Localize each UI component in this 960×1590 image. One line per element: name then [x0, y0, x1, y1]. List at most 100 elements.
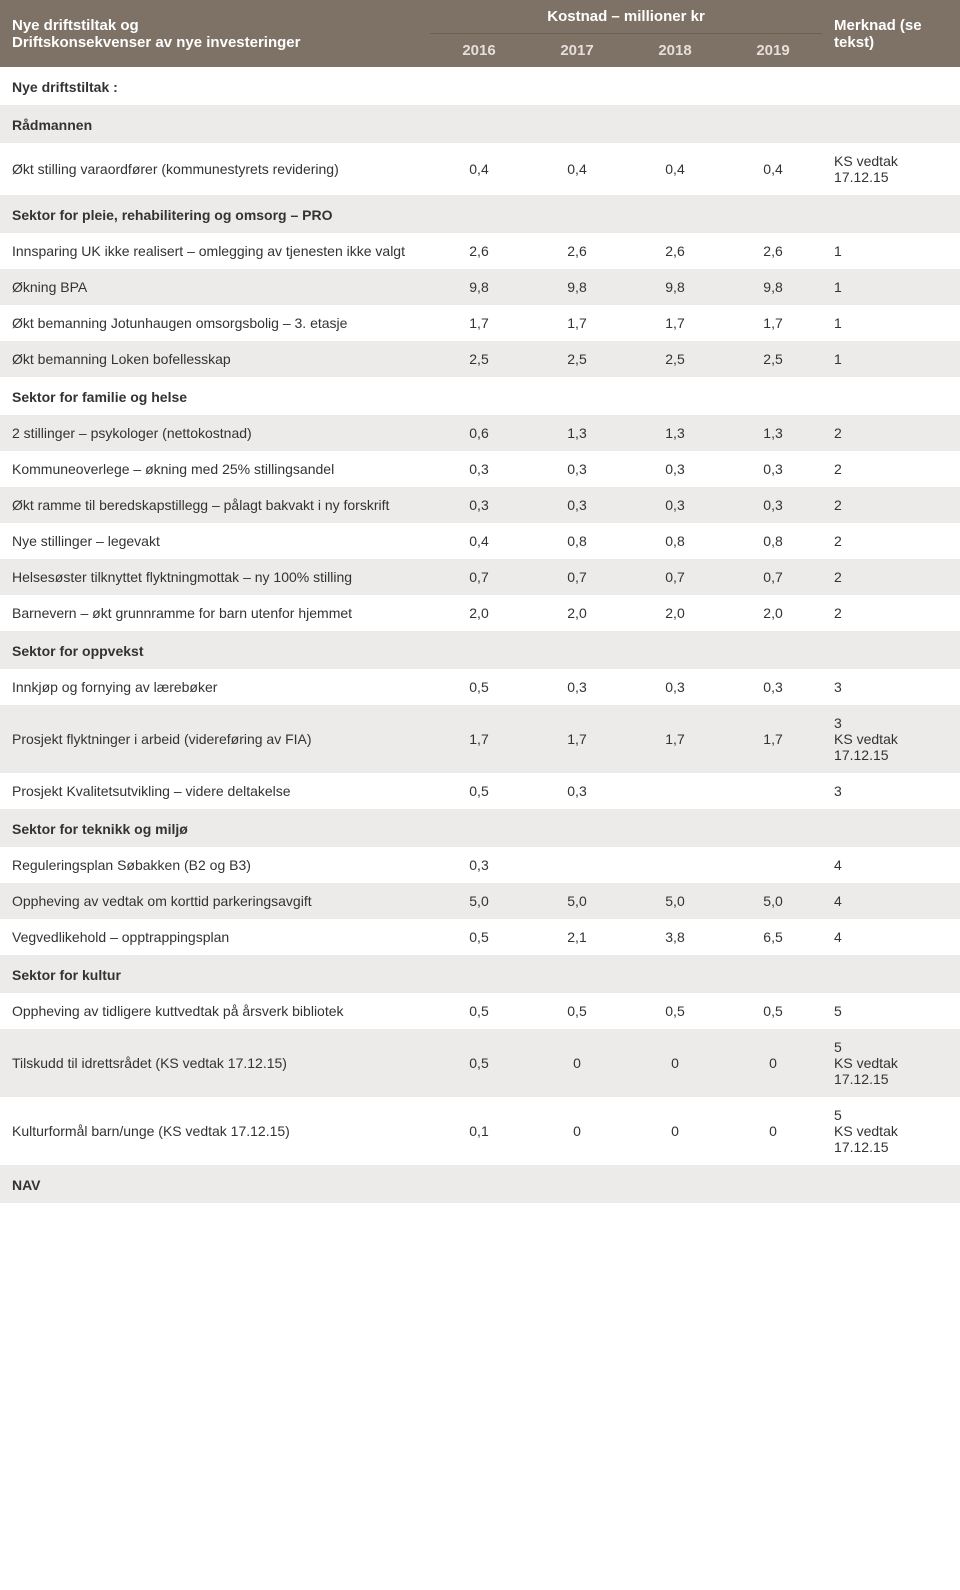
row-note: 2 [822, 523, 960, 559]
row-value: 1,7 [724, 705, 822, 773]
row-note: 3KS vedtak 17.12.15 [822, 705, 960, 773]
row-value: 0,5 [430, 1029, 528, 1097]
row-value: 0 [528, 1029, 626, 1097]
row-value [528, 847, 626, 883]
row-note: 4 [822, 919, 960, 955]
row-value: 0,4 [528, 143, 626, 195]
row-label: Økt bemanning Jotunhaugen omsorgsbolig –… [0, 305, 430, 341]
row-value: 0,3 [528, 669, 626, 705]
budget-table: Nye driftstiltak og Driftskonsekvenser a… [0, 0, 960, 1203]
row-value: 0,5 [430, 993, 528, 1029]
table-row: Nye stillinger – legevakt0,40,80,80,82 [0, 523, 960, 559]
row-label: Økning BPA [0, 269, 430, 305]
row-label: Tilskudd til idrettsrådet (KS vedtak 17.… [0, 1029, 430, 1097]
table-row: 2 stillinger – psykologer (nettokostnad)… [0, 415, 960, 451]
row-value: 0 [626, 1029, 724, 1097]
section-row: Nye driftstiltak : [0, 67, 960, 105]
row-value: 0,5 [430, 669, 528, 705]
row-note: 5KS vedtak 17.12.15 [822, 1029, 960, 1097]
row-note: 3 [822, 773, 960, 809]
header-title: Nye driftstiltak og Driftskonsekvenser a… [0, 0, 430, 67]
row-value: 0,7 [724, 559, 822, 595]
table-row: Økt bemanning Loken bofellesskap2,52,52,… [0, 341, 960, 377]
header-year-2018: 2018 [626, 34, 724, 68]
row-label: Vegvedlikehold – opptrappingsplan [0, 919, 430, 955]
row-label: Kommuneoverlege – økning med 25% stillin… [0, 451, 430, 487]
row-value: 5,0 [528, 883, 626, 919]
row-value: 0,3 [626, 487, 724, 523]
row-value: 9,8 [626, 269, 724, 305]
row-value: 0,5 [528, 993, 626, 1029]
table-row: Kulturformål barn/unge (KS vedtak 17.12.… [0, 1097, 960, 1165]
row-label: Innsparing UK ikke realisert – omlegging… [0, 233, 430, 269]
table-row: Økt stilling varaordfører (kommunestyret… [0, 143, 960, 195]
row-note: 1 [822, 269, 960, 305]
row-value: 0,4 [724, 143, 822, 195]
row-value: 0 [724, 1097, 822, 1165]
row-value [626, 773, 724, 809]
row-value: 0,3 [626, 451, 724, 487]
table-row: Innsparing UK ikke realisert – omlegging… [0, 233, 960, 269]
row-note: 1 [822, 341, 960, 377]
row-value: 9,8 [430, 269, 528, 305]
row-value: 0,7 [430, 559, 528, 595]
row-value: 1,3 [724, 415, 822, 451]
row-value: 2,0 [430, 595, 528, 631]
table-row: Kommuneoverlege – økning med 25% stillin… [0, 451, 960, 487]
row-value: 2,6 [626, 233, 724, 269]
row-value: 1,3 [528, 415, 626, 451]
header-title-line1: Nye driftstiltak og [12, 17, 139, 34]
row-note: 5KS vedtak 17.12.15 [822, 1097, 960, 1165]
section-row: Rådmannen [0, 105, 960, 143]
header-note-line2: tekst) [834, 34, 874, 51]
section-row: Sektor for familie og helse [0, 377, 960, 415]
row-value: 0,4 [430, 143, 528, 195]
row-value: 0,5 [430, 773, 528, 809]
row-value: 0,3 [430, 847, 528, 883]
row-value: 0,8 [528, 523, 626, 559]
section-row: Sektor for pleie, rehabilitering og omso… [0, 195, 960, 233]
row-value: 0,3 [724, 487, 822, 523]
row-value: 0,3 [528, 487, 626, 523]
row-value: 1,7 [528, 305, 626, 341]
row-value: 2,5 [430, 341, 528, 377]
section-row: Sektor for oppvekst [0, 631, 960, 669]
section-label: Sektor for familie og helse [0, 377, 960, 415]
row-value: 2,6 [430, 233, 528, 269]
table-row: Oppheving av tidligere kuttvedtak på års… [0, 993, 960, 1029]
row-value: 5,0 [724, 883, 822, 919]
row-label: Økt stilling varaordfører (kommunestyret… [0, 143, 430, 195]
row-value: 0,4 [626, 143, 724, 195]
section-label: Nye driftstiltak : [0, 67, 960, 105]
row-note: 2 [822, 487, 960, 523]
table-row: Prosjekt Kvalitetsutvikling – videre del… [0, 773, 960, 809]
row-label: Reguleringsplan Søbakken (B2 og B3) [0, 847, 430, 883]
row-value: 1,7 [528, 705, 626, 773]
header-kostnad-group: Kostnad – millioner kr [430, 0, 822, 34]
row-value: 2,5 [724, 341, 822, 377]
row-label: Prosjekt Kvalitetsutvikling – videre del… [0, 773, 430, 809]
row-label: Oppheving av tidligere kuttvedtak på års… [0, 993, 430, 1029]
section-row: Sektor for teknikk og miljø [0, 809, 960, 847]
row-value: 0,3 [430, 451, 528, 487]
table-row: Helsesøster tilknyttet flyktningmottak –… [0, 559, 960, 595]
table-row: Økt ramme til beredskapstillegg – pålagt… [0, 487, 960, 523]
row-value: 2,5 [626, 341, 724, 377]
table-row: Barnevern – økt grunnramme for barn uten… [0, 595, 960, 631]
row-label: Kulturformål barn/unge (KS vedtak 17.12.… [0, 1097, 430, 1165]
row-value: 0,3 [626, 669, 724, 705]
row-value: 0,3 [430, 487, 528, 523]
table-row: Økt bemanning Jotunhaugen omsorgsbolig –… [0, 305, 960, 341]
row-value: 1,7 [626, 705, 724, 773]
table-row: Prosjekt flyktninger i arbeid (viderefør… [0, 705, 960, 773]
row-value: 0,8 [626, 523, 724, 559]
row-label: Oppheving av vedtak om korttid parkering… [0, 883, 430, 919]
header-year-2016: 2016 [430, 34, 528, 68]
row-value: 0,5 [626, 993, 724, 1029]
row-value: 1,7 [724, 305, 822, 341]
row-label: Økt ramme til beredskapstillegg – pålagt… [0, 487, 430, 523]
row-value: 0,3 [724, 451, 822, 487]
row-value: 0,7 [528, 559, 626, 595]
row-value: 2,5 [528, 341, 626, 377]
table-row: Innkjøp og fornying av lærebøker0,50,30,… [0, 669, 960, 705]
